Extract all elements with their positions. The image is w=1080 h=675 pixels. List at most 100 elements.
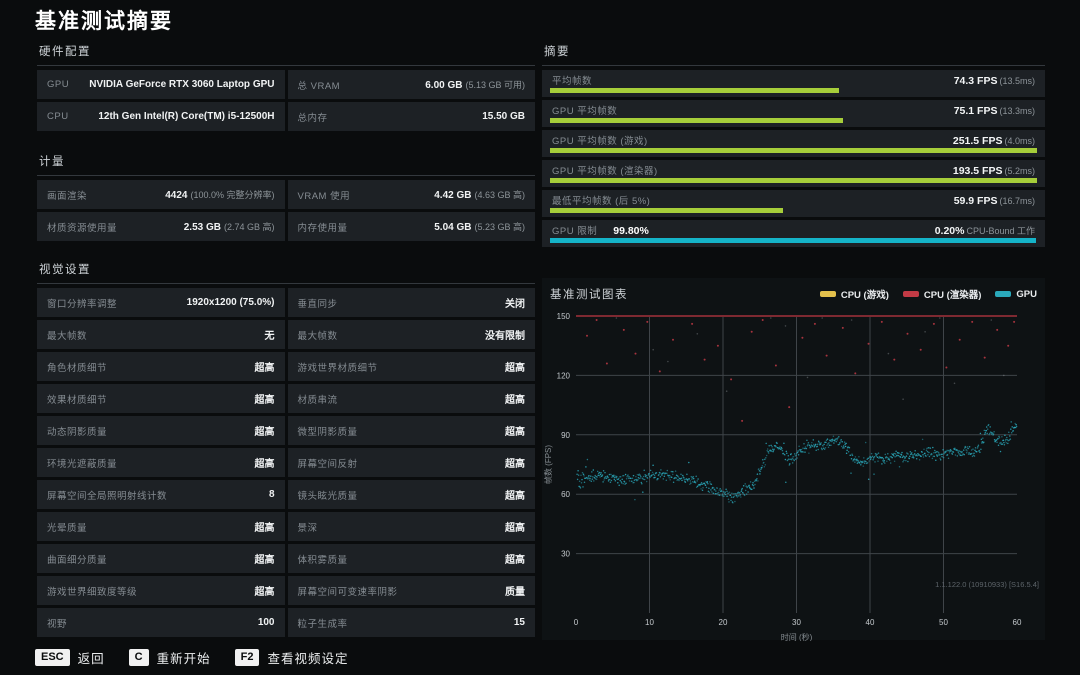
gpu-data-point — [595, 478, 598, 481]
summary-row: GPU 限制 99.80% 0.20% CPU-Bound 工作 — [542, 220, 1045, 247]
gpu-data-point — [927, 447, 930, 449]
gpu-data-point — [941, 455, 944, 458]
gpu-data-point — [576, 473, 578, 476]
gpu-data-point — [675, 477, 677, 479]
benchmark-chart: 30 60 90 120 150 0 10 20 30 40 50 60 帧数 (FPS) 时间 (秒) 1… — [543, 312, 1039, 642]
gpu-data-point — [941, 453, 943, 455]
gpu-data-point — [607, 480, 610, 482]
gpu-data-point — [936, 454, 938, 456]
x-tick-label: 20 — [719, 618, 728, 627]
gpu-data-point — [812, 439, 815, 441]
gpu-data-point — [896, 454, 898, 457]
gpu-data-point — [828, 441, 830, 444]
gpu-data-point — [812, 444, 814, 447]
summary-label: GPU 限制 — [552, 226, 598, 237]
gpu-data-point — [877, 460, 879, 462]
metric-value: 5.04 GB (5.23 GB 高) — [434, 222, 525, 233]
gpu-data-point — [997, 444, 1000, 446]
gpu-data-point — [931, 453, 933, 455]
gpu-data-point — [852, 460, 854, 462]
gpu-data-point — [961, 454, 963, 457]
gpu-data-point — [705, 481, 707, 483]
gpu-data-point — [677, 476, 680, 478]
x-tick-label: 30 — [792, 618, 801, 627]
gpu-data-point — [703, 482, 706, 485]
gpu-data-point — [760, 468, 762, 471]
setting-label: 窗口分辨率调整 — [47, 298, 118, 310]
gpu-data-point — [668, 477, 670, 479]
gpu-data-point — [984, 431, 987, 434]
hardware-label: CPU — [47, 111, 69, 122]
gpu-data-point — [608, 473, 611, 476]
hardware-label: 总内存 — [297, 112, 328, 124]
gpu-data-point — [1006, 436, 1008, 439]
esc-keycap: ESC — [35, 649, 70, 666]
cpu-render-data-point — [716, 344, 719, 347]
cpu-render-data-point — [971, 320, 974, 323]
gpu-data-point — [685, 477, 688, 480]
gpu-data-point — [628, 480, 631, 482]
setting-row: 垂直同步 关闭 — [287, 288, 535, 317]
gpu-data-point — [822, 447, 825, 450]
gpu-data-point — [766, 448, 769, 450]
gpu-data-point — [1009, 435, 1011, 437]
gpu-data-point — [907, 453, 910, 455]
gpu-data-point — [847, 445, 849, 448]
gpu-data-point — [767, 450, 769, 453]
gpu-data-point — [831, 440, 833, 443]
gpu-data-point — [1007, 442, 1009, 445]
gpu-data-point — [967, 447, 969, 450]
gpu-data-point — [984, 433, 986, 436]
setting-label: 垂直同步 — [297, 298, 338, 310]
setting-label: 景深 — [297, 522, 318, 534]
gpu-data-point — [934, 449, 936, 452]
metrics-grid: 画面渲染 4424 (100.0% 完整分辨率) VRAM 使用 4.42 GB (4.6… — [37, 180, 535, 241]
gpu-data-point — [604, 471, 606, 474]
setting-label: 曲面细分质量 — [47, 554, 108, 566]
gpu-data-point — [583, 475, 585, 477]
summary-row-text: GPU 平均帧数 75.1 FPS (13.3ms) — [552, 103, 1035, 117]
gpu-data-point — [871, 455, 874, 457]
gpu-data-point — [875, 454, 877, 456]
summary-value: 59.9 FPS (16.7ms) — [953, 195, 1035, 207]
summary-value: 74.3 FPS (13.5ms) — [953, 75, 1035, 87]
gpu-data-point — [770, 444, 772, 447]
gpu-data-point — [601, 474, 604, 476]
gpu-data-point — [989, 426, 991, 428]
key-hint-c[interactable]: C 重新开始 — [128, 648, 211, 667]
gpu-data-point — [732, 501, 734, 504]
summary-row-text: GPU 平均帧数 (渲染器) 193.5 FPS (5.2ms) — [552, 163, 1035, 177]
cpu-render-data-point — [741, 419, 744, 422]
cpu-render-data-point — [672, 338, 674, 341]
gpu-data-point — [804, 451, 806, 453]
cpu-render-data-point — [622, 328, 625, 331]
gpu-data-point — [578, 480, 581, 483]
gpu-data-point — [603, 477, 606, 479]
gpu-data-point — [768, 444, 770, 447]
setting-value: 100 — [257, 617, 275, 628]
key-hint-esc[interactable]: ESC 返回 — [35, 648, 105, 667]
gpu-data-point — [821, 444, 824, 447]
gpu-data-point — [993, 439, 996, 441]
gpu-data-point — [586, 458, 589, 461]
cpu-render-data-point — [703, 358, 706, 361]
gpu-data-point — [757, 480, 759, 482]
gpu-data-point — [948, 452, 951, 454]
key-hint-f2[interactable]: F2 查看视频设定 — [234, 648, 349, 667]
summary-bar — [550, 118, 843, 123]
gpu-data-point — [648, 472, 650, 475]
x-tick-label: 10 — [645, 618, 654, 627]
hardware-value: 6.00 GB (5.13 GB 可用) — [425, 80, 525, 91]
hardware-panel: 硬件配置 GPU NVIDIA GeForce RTX 3060 Laptop G… — [37, 40, 535, 131]
metric-value: 2.53 GB (2.74 GB 高) — [183, 222, 275, 233]
summary-row-left: GPU 平均帧数 (游戏) — [552, 133, 648, 147]
gpu-data-point — [639, 474, 642, 476]
gpu-data-point — [863, 457, 865, 459]
gpu-data-point — [1006, 439, 1009, 441]
gpu-data-point — [856, 462, 859, 464]
gpu-data-point — [905, 455, 908, 457]
gpu-data-point — [659, 472, 661, 474]
gpu-data-point — [993, 431, 995, 433]
gpu-data-point — [658, 473, 660, 476]
gpu-data-point — [825, 441, 827, 444]
